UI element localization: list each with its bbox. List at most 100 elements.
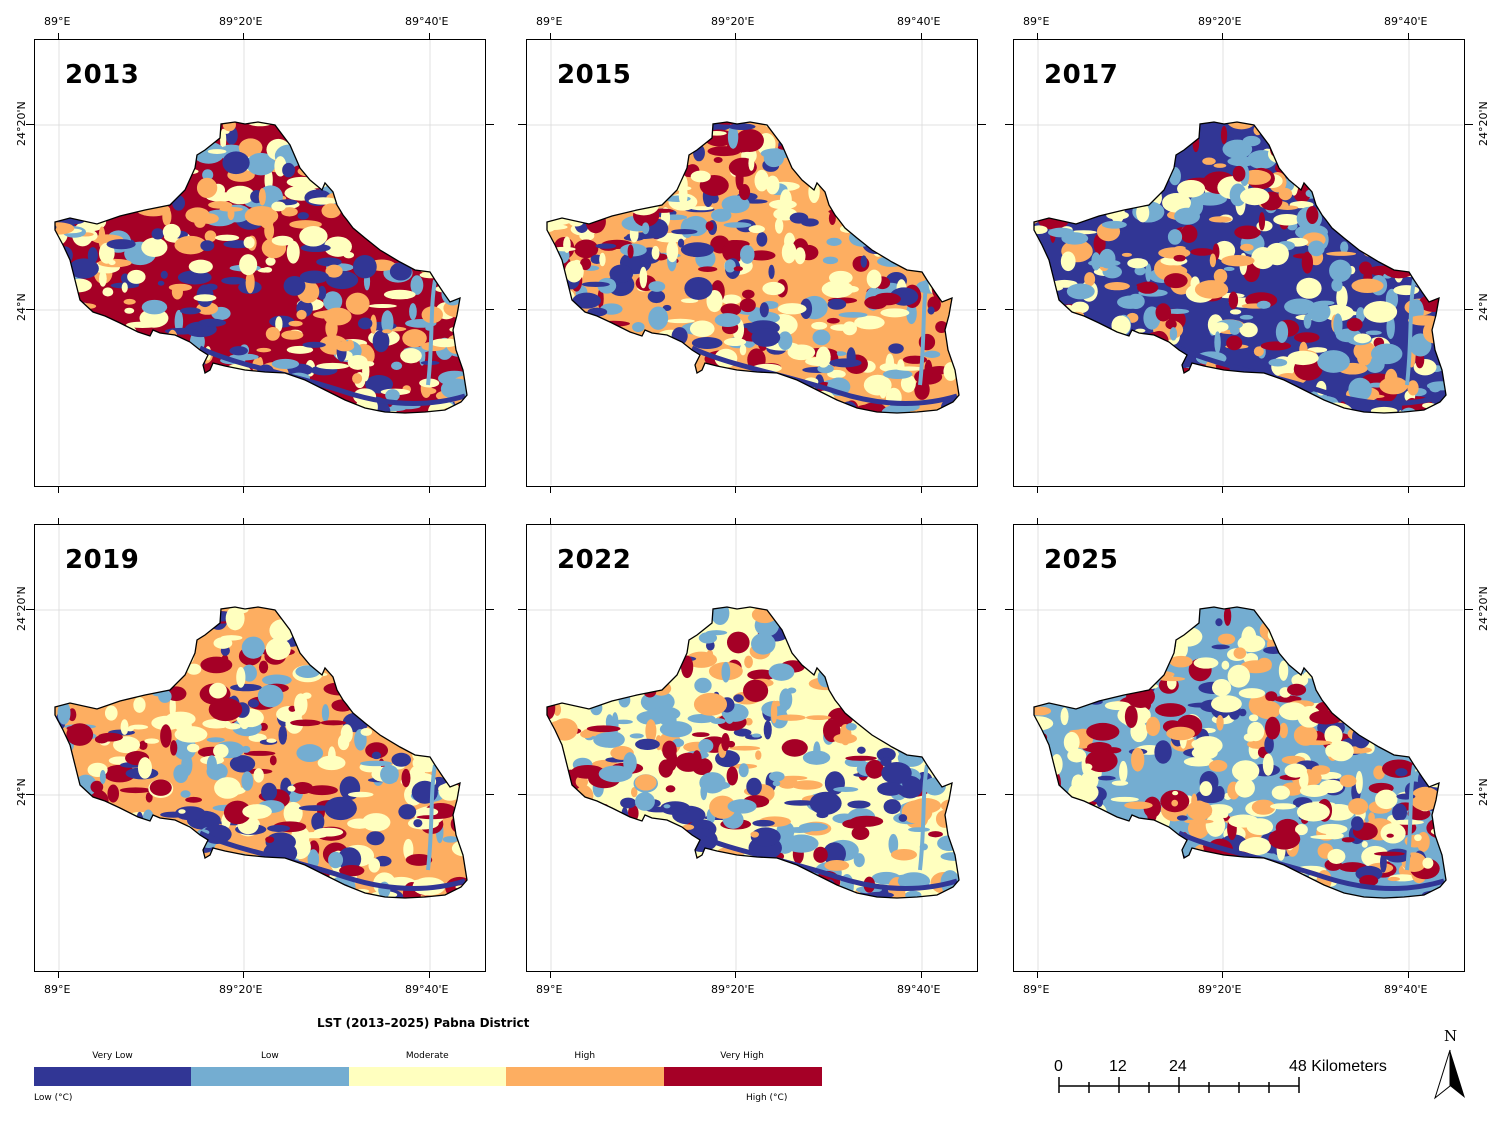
north-arrow-icon xyxy=(1434,1049,1465,1100)
legend-swatch xyxy=(663,1067,822,1086)
lat-tick xyxy=(978,309,986,310)
lon-tick xyxy=(1408,33,1409,39)
lat-label-left: 24°20'N xyxy=(15,586,28,631)
lon-tick xyxy=(58,487,59,493)
legend-swatch xyxy=(191,1067,350,1086)
panel-year-label: 2019 xyxy=(65,545,140,575)
lst-map-2019 xyxy=(35,525,484,970)
lon-label: 89°E xyxy=(1023,15,1050,28)
lon-tick xyxy=(1408,518,1409,524)
lat-tick xyxy=(1005,309,1013,310)
lon-tick xyxy=(429,518,430,524)
lat-label-left: 24°N xyxy=(15,778,28,806)
lon-tick xyxy=(243,33,244,39)
lat-tick xyxy=(26,124,34,125)
lon-tick xyxy=(429,33,430,39)
scale-label-24: 24 xyxy=(1169,1058,1187,1075)
lat-tick xyxy=(486,124,494,125)
lon-tick xyxy=(429,972,430,978)
lat-tick xyxy=(518,124,526,125)
lat-tick xyxy=(486,794,494,795)
lon-tick xyxy=(735,518,736,524)
lon-tick xyxy=(1037,972,1038,978)
lon-tick xyxy=(550,33,551,39)
lat-tick xyxy=(1005,609,1013,610)
lon-label: 89°20'E xyxy=(711,983,755,996)
lon-label: 89°E xyxy=(44,15,71,28)
lon-tick xyxy=(1037,487,1038,493)
lon-label: 89°40'E xyxy=(1384,983,1428,996)
lat-label-right: 24°N xyxy=(1477,778,1490,806)
panel-year-label: 2017 xyxy=(1044,60,1119,90)
lst-map-2013 xyxy=(35,40,484,485)
lat-tick xyxy=(1465,124,1473,125)
map-panel-2019: 2019 xyxy=(34,524,486,972)
lon-tick xyxy=(1222,487,1223,493)
legend-class-label: Moderate xyxy=(405,1051,449,1061)
legend-class-label: Low xyxy=(261,1051,279,1061)
lat-tick xyxy=(1465,794,1473,795)
map-panel-2015: 2015 xyxy=(526,39,978,487)
lon-tick xyxy=(921,487,922,493)
panel-year-label: 2025 xyxy=(1044,545,1119,575)
scale-label-48: 48 Kilometers xyxy=(1289,1058,1387,1075)
lon-label: 89°40'E xyxy=(405,983,449,996)
lon-tick xyxy=(1408,972,1409,978)
map-panel-2025: 2025 xyxy=(1013,524,1465,972)
legend-title: LST (2013–2025) Pabna District xyxy=(317,1016,530,1030)
lon-tick xyxy=(1222,972,1223,978)
lon-label: 89°E xyxy=(44,983,71,996)
lon-tick xyxy=(429,487,430,493)
legend-class-label: High xyxy=(574,1051,596,1061)
lon-tick xyxy=(550,972,551,978)
lat-tick xyxy=(518,609,526,610)
lat-label-right: 24°20'N xyxy=(1477,586,1490,631)
lat-tick xyxy=(486,609,494,610)
panel-year-label: 2022 xyxy=(557,545,632,575)
lon-label: 89°20'E xyxy=(219,15,263,28)
legend-low-label: Low (°C) xyxy=(34,1093,73,1103)
lat-tick xyxy=(26,309,34,310)
legend-swatch xyxy=(348,1067,507,1086)
lon-label: 89°E xyxy=(1023,983,1050,996)
lon-tick xyxy=(243,972,244,978)
panel-year-label: 2015 xyxy=(557,60,632,90)
lat-tick xyxy=(1465,309,1473,310)
legend-swatch xyxy=(34,1067,192,1086)
lat-tick xyxy=(978,609,986,610)
legend-swatch xyxy=(506,1067,665,1086)
lon-tick xyxy=(243,487,244,493)
lon-label: 89°20'E xyxy=(219,983,263,996)
lon-label: 89°40'E xyxy=(1384,15,1428,28)
lat-tick xyxy=(978,124,986,125)
lon-label: 89°40'E xyxy=(897,15,941,28)
lon-tick xyxy=(735,972,736,978)
lon-label: 89°20'E xyxy=(1198,15,1242,28)
map-panel-2017: 2017 xyxy=(1013,39,1465,487)
lon-tick xyxy=(735,487,736,493)
lat-tick xyxy=(518,794,526,795)
lat-tick xyxy=(26,609,34,610)
lon-tick xyxy=(58,972,59,978)
lat-tick xyxy=(1005,794,1013,795)
lst-map-2025 xyxy=(1014,525,1463,970)
lon-label: 89°20'E xyxy=(1198,983,1242,996)
lon-tick xyxy=(550,487,551,493)
lon-label: 89°E xyxy=(536,15,563,28)
map-panel-2013: 2013 xyxy=(34,39,486,487)
lon-tick xyxy=(1037,33,1038,39)
scale-bar xyxy=(1058,1077,1300,1093)
lst-map-2015 xyxy=(527,40,976,485)
scale-label-0: 0 xyxy=(1054,1058,1063,1075)
lat-tick xyxy=(1465,609,1473,610)
lat-label-right: 24°N xyxy=(1477,293,1490,321)
lat-label-right: 24°20'N xyxy=(1477,101,1490,146)
lon-tick xyxy=(921,33,922,39)
lon-label: 89°40'E xyxy=(405,15,449,28)
scale-label-12: 12 xyxy=(1109,1058,1127,1075)
lat-tick xyxy=(1005,124,1013,125)
map-panel-2022: 2022 xyxy=(526,524,978,972)
legend-class-label: Very High xyxy=(720,1051,764,1061)
lat-label-left: 24°20'N xyxy=(15,101,28,146)
lon-tick xyxy=(735,33,736,39)
